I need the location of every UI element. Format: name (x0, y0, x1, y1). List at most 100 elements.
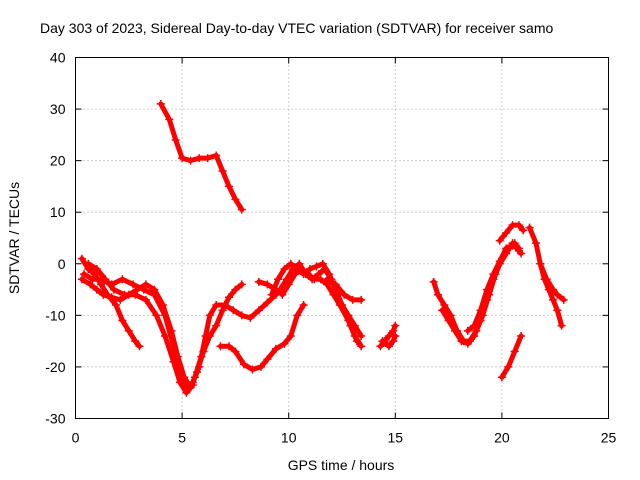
data-point (212, 321, 221, 330)
data-point (450, 326, 459, 335)
data-series (77, 99, 568, 397)
data-point (229, 306, 238, 315)
data-point (237, 311, 246, 320)
data-point (231, 195, 240, 204)
x-tick-label: 15 (388, 430, 404, 446)
data-point (463, 339, 472, 348)
y-tick-label: -10 (45, 307, 65, 323)
data-point (263, 355, 272, 364)
data-point (495, 257, 504, 266)
data-point (514, 244, 523, 253)
data-point (225, 342, 234, 351)
data-point (384, 342, 393, 351)
axis-ticks (75, 57, 609, 419)
data-point (525, 223, 534, 232)
data-point (497, 373, 506, 382)
data-point (308, 275, 317, 284)
data-point (553, 290, 562, 299)
data-point (237, 205, 246, 214)
data-point (135, 342, 144, 351)
data-point (348, 295, 357, 304)
data-point (129, 280, 138, 289)
data-point (510, 347, 519, 356)
series-trace (158, 101, 245, 213)
data-point (389, 326, 398, 335)
data-point (80, 270, 89, 279)
data-point (463, 326, 472, 335)
data-point (274, 275, 283, 284)
series-trace (218, 302, 307, 372)
data-point (495, 236, 504, 245)
y-tick-label: 40 (50, 50, 66, 66)
data-point (246, 313, 255, 322)
data-point (267, 290, 276, 299)
data-point (109, 285, 118, 294)
x-tick-label: 10 (281, 430, 297, 446)
data-point (482, 285, 491, 294)
data-point (156, 99, 165, 108)
data-point (212, 301, 221, 310)
data-point (278, 290, 287, 299)
data-point (557, 321, 566, 330)
data-point (197, 352, 206, 361)
data-point (502, 244, 511, 253)
data-point (293, 311, 302, 320)
data-point (457, 337, 466, 346)
data-point (86, 280, 95, 289)
data-point (92, 285, 101, 294)
data-point (314, 270, 323, 279)
data-point (141, 295, 150, 304)
series-arc-7 (216, 301, 308, 374)
data-point (470, 331, 479, 340)
data-point (286, 331, 295, 340)
data-point (131, 290, 140, 299)
data-point (489, 270, 498, 279)
data-point (352, 337, 361, 346)
data-point (88, 275, 97, 284)
data-point (112, 301, 121, 310)
data-point (299, 301, 308, 310)
data-point (171, 136, 180, 145)
data-point (346, 321, 355, 330)
data-point (225, 182, 234, 191)
data-point (357, 331, 366, 340)
data-point (150, 290, 159, 299)
data-point (286, 259, 295, 268)
data-point (502, 228, 511, 237)
data-point (218, 166, 227, 175)
data-point (357, 342, 366, 351)
data-point (519, 226, 528, 235)
data-point (438, 306, 447, 315)
data-point (263, 280, 272, 289)
x-tick-label: 20 (494, 430, 510, 446)
data-point (116, 295, 125, 304)
data-point (549, 285, 558, 294)
data-point (212, 151, 221, 160)
data-point (231, 285, 240, 294)
data-point (190, 373, 199, 382)
data-point (508, 241, 517, 250)
data-point (120, 290, 129, 299)
y-tick-label: -20 (45, 359, 65, 375)
data-point (152, 311, 161, 320)
data-point (99, 290, 108, 299)
data-point (323, 275, 332, 284)
x-tick-label: 0 (72, 430, 80, 446)
data-point (118, 275, 127, 284)
data-point (178, 154, 187, 163)
data-point (118, 316, 127, 325)
data-point (90, 270, 99, 279)
data-point (182, 388, 191, 397)
data-point (77, 275, 86, 284)
data-point (391, 321, 400, 330)
data-point (301, 270, 310, 279)
data-point (237, 280, 246, 289)
series-arc-5 (156, 99, 246, 214)
series-arc-20 (536, 259, 568, 304)
x-tick-label: 5 (178, 430, 186, 446)
y-tick-label: 0 (58, 256, 66, 272)
data-point (131, 337, 140, 346)
plot-frame (75, 57, 609, 419)
data-point (220, 301, 229, 310)
